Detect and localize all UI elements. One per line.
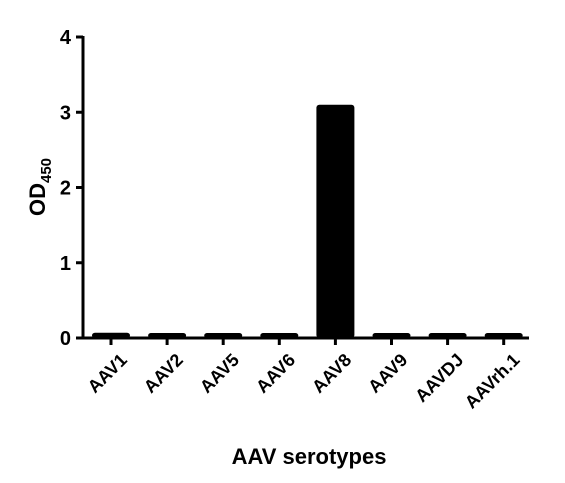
y-tick-label: 4 — [60, 27, 72, 49]
y-axis-title-main: OD — [25, 183, 50, 216]
x-tick-label: AAV5 — [196, 350, 243, 397]
bar-aav8 — [316, 104, 355, 338]
bars-group — [92, 104, 523, 338]
y-tick-label: 3 — [60, 102, 71, 124]
x-tick-label: AAV2 — [140, 350, 187, 397]
x-tick-label: AAV9 — [364, 350, 411, 397]
x-axis-title: AAV serotypes — [232, 444, 387, 469]
x-tick-label: AAV1 — [84, 350, 131, 397]
x-tick-label: AAVDJ — [411, 350, 467, 406]
y-axis-title: OD450 — [25, 158, 55, 216]
x-tick-label: AAVrh.1 — [461, 350, 524, 413]
y-axis-title-subscript: 450 — [38, 158, 55, 183]
y-axis-ticks: 0 1 2 3 4 — [60, 27, 83, 350]
y-tick-label: 0 — [60, 328, 71, 350]
y-tick-label: 1 — [60, 253, 71, 275]
y-tick-label: 2 — [60, 178, 71, 200]
x-tick-label: AAV6 — [252, 350, 299, 397]
x-tick-label: AAV8 — [308, 350, 355, 397]
